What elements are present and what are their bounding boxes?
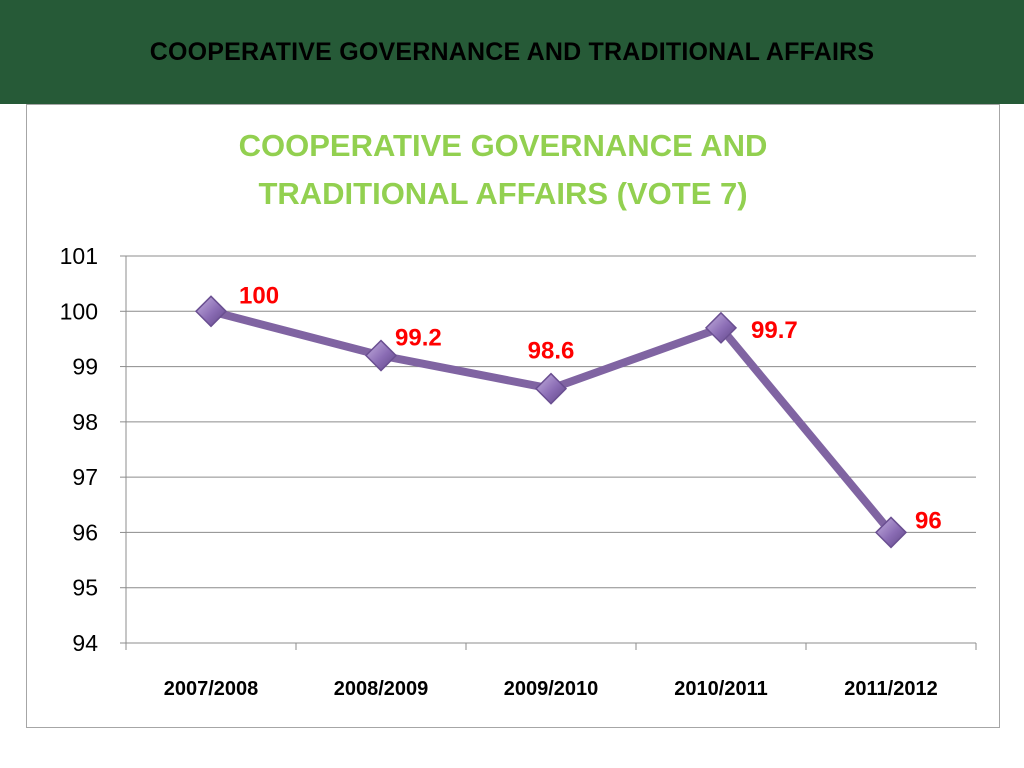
data-point-marker [874, 516, 908, 549]
data-label: 99.2 [395, 325, 442, 352]
chart-frame [26, 104, 1000, 728]
data-point-marker [704, 311, 738, 344]
data-label: 100 [239, 282, 279, 309]
x-tick-label: 2010/2011 [674, 678, 767, 700]
data-point-marker [364, 339, 398, 372]
header-bar [0, 0, 1024, 104]
y-tick-label: 95 [72, 575, 98, 601]
y-tick-label: 98 [72, 409, 98, 435]
data-label: 98.6 [528, 338, 575, 365]
y-tick-label: 96 [72, 519, 98, 545]
data-point-marker [534, 372, 568, 405]
data-point-marker [194, 295, 228, 328]
x-tick-label: 2008/2009 [334, 678, 429, 700]
data-label: 99.7 [751, 317, 798, 344]
chart-title-line-1: COOPERATIVE GOVERNANCE AND [239, 128, 768, 163]
y-tick-label: 101 [60, 243, 98, 269]
x-tick-label: 2007/2008 [164, 678, 259, 700]
y-tick-label: 94 [72, 630, 98, 656]
y-tick-label: 100 [60, 298, 98, 324]
y-tick-label: 99 [72, 354, 98, 380]
data-label: 96 [915, 507, 942, 534]
y-tick-label: 97 [72, 464, 98, 490]
x-tick-label: 2011/2012 [844, 678, 937, 700]
chart-title-line-2: TRADITIONAL AFFAIRS (VOTE 7) [258, 176, 747, 211]
x-tick-label: 2009/2010 [504, 678, 599, 700]
page-title: COOPERATIVE GOVERNANCE AND TRADITIONAL A… [149, 38, 875, 66]
